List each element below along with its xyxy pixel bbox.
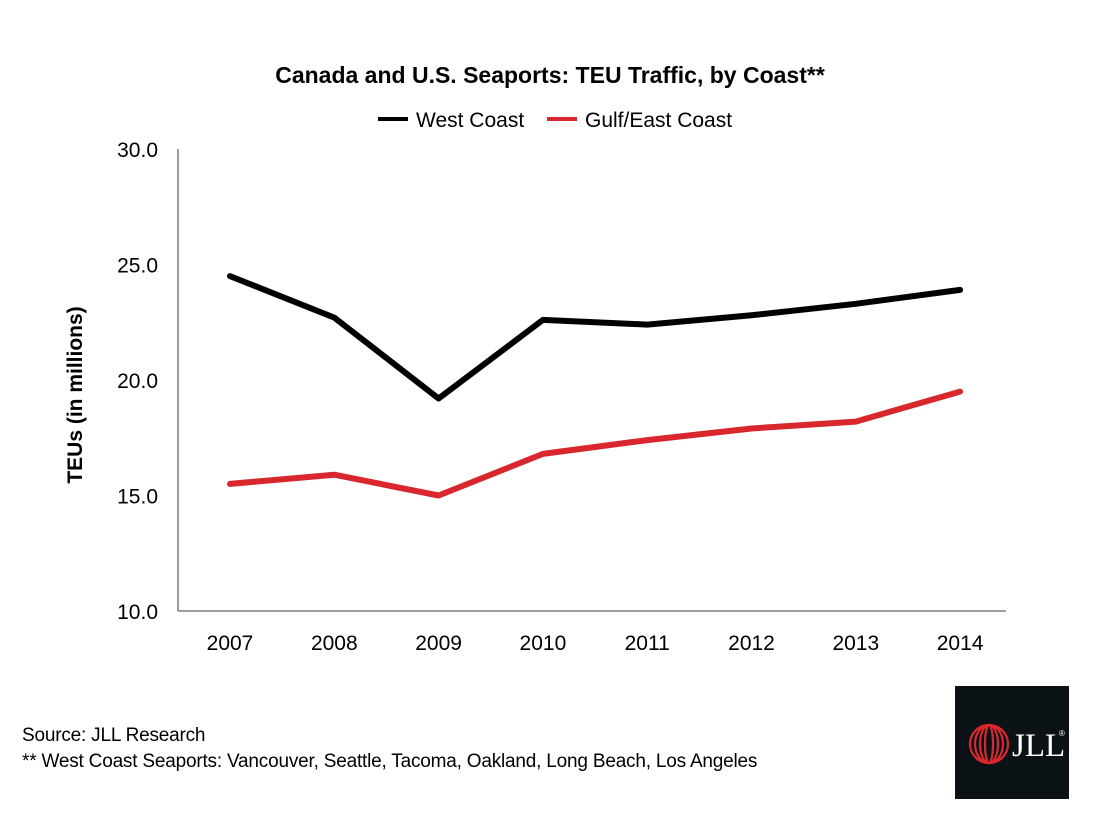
x-tick-label: 2012 bbox=[728, 632, 775, 655]
jll-logo-icon: JLL ® bbox=[968, 723, 1065, 765]
y-tick-label: 20.0 bbox=[117, 370, 158, 393]
series-line-west-coast bbox=[227, 273, 964, 402]
x-tick-label: 2011 bbox=[625, 632, 670, 655]
y-tick-label: 30.0 bbox=[117, 139, 158, 162]
series-lines bbox=[227, 273, 964, 499]
logo-registered-mark: ® bbox=[1059, 729, 1065, 738]
x-tick-label: 2014 bbox=[937, 632, 984, 655]
x-tick-label: 2007 bbox=[207, 632, 254, 655]
jll-logo: JLL ® bbox=[955, 686, 1069, 799]
x-tick-label: 2009 bbox=[415, 632, 462, 655]
x-tick-labels: 2007 2008 2009 2010 2011 2012 2013 2014 bbox=[207, 632, 984, 655]
x-tick-label: 2013 bbox=[832, 632, 879, 655]
y-tick-label: 15.0 bbox=[117, 486, 158, 509]
logo-text: JLL bbox=[1012, 728, 1065, 764]
x-tick-label: 2010 bbox=[520, 632, 567, 655]
y-tick-label: 10.0 bbox=[117, 601, 158, 624]
series-line-gulf-east-coast bbox=[227, 388, 964, 499]
source-note: Source: JLL Research bbox=[22, 725, 206, 746]
y-tick-labels: 10.0 15.0 20.0 25.0 30.0 bbox=[117, 139, 158, 624]
x-tick-label: 2008 bbox=[311, 632, 358, 655]
legend-label-west-coast: West Coast bbox=[416, 109, 524, 132]
legend-label-gulf-east-coast: Gulf/East Coast bbox=[585, 109, 732, 132]
y-axis-label: TEUs (in millions) bbox=[64, 306, 87, 483]
legend: West Coast Gulf/East Coast bbox=[378, 109, 732, 132]
chart-title: Canada and U.S. Seaports: TEU Traffic, b… bbox=[275, 62, 825, 88]
y-tick-label: 25.0 bbox=[117, 255, 158, 278]
west-coast-seaports-note: ** West Coast Seaports: Vancouver, Seatt… bbox=[22, 751, 758, 772]
